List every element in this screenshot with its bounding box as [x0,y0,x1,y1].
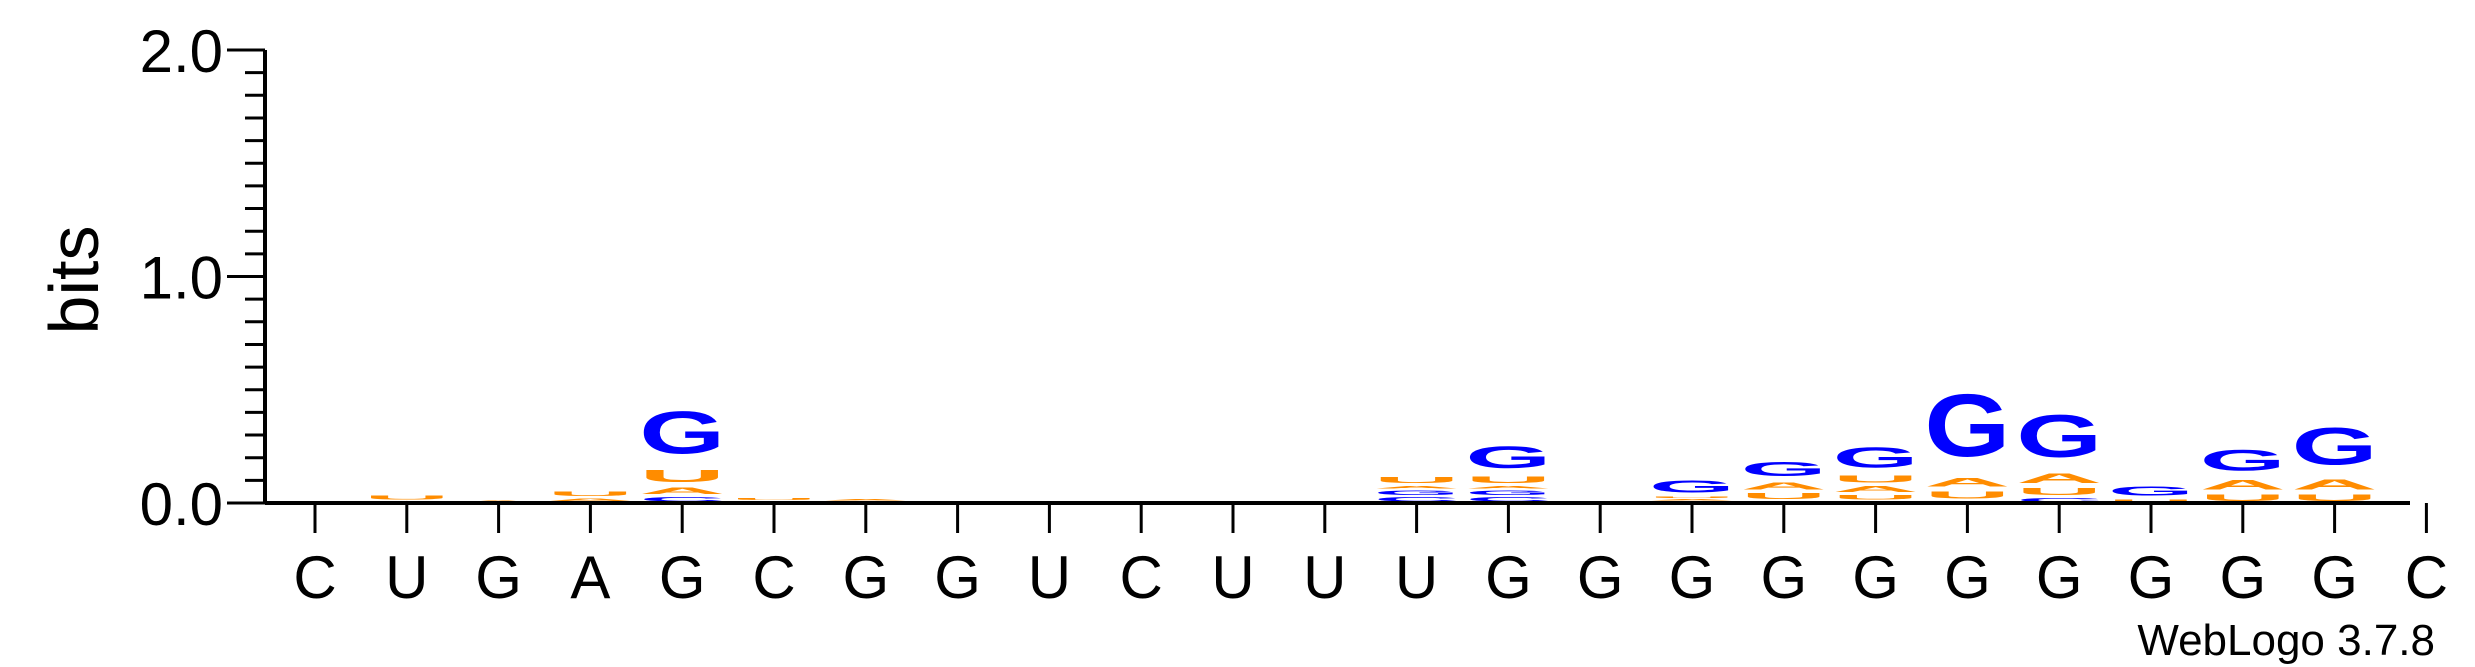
logo-letter-c: C [1465,496,1551,503]
logo-letter-g: G [1465,489,1551,496]
logo-letter-a: A [2200,477,2286,493]
logo-letter-a: A [547,497,633,502]
logo-letter-u: U [1741,492,1827,501]
y-tick-label: 1.0 [140,245,223,312]
x-tick-label: G [1944,544,1991,611]
logo-letter-g: G [2108,484,2194,499]
y-axis: 0.0 1.0 2.0 [140,18,267,538]
logo-letter-g: G [1649,477,1735,496]
x-tick-label: U [1303,544,1346,611]
logo-letter-g: G [1833,442,1919,474]
x-tick-label: C [2405,544,2448,611]
x-tick-label: C [1120,544,1163,611]
letter-stacks: CAUAGAUCAUGAUCAACGAUCGAUGCAUGCUAGCUAUGCU… [364,376,2378,503]
x-tick-label: G [842,544,889,611]
logo-letter-a: A [1465,485,1551,490]
x-tick-label: C [752,544,795,611]
logo-letter-g: G [2292,417,2378,475]
x-tick-label: G [1577,544,1624,611]
logo-letter-a: A [1649,498,1735,500]
logo-letter-u: U [1374,476,1460,485]
logo-letter-g: G [1924,376,2010,475]
x-tick-label: G [2311,544,2358,611]
logo-letter-a: A [2016,470,2102,486]
logo-letter-u: U [639,467,725,486]
logo-letter-g: G [1374,489,1460,496]
y-tick-label: 2.0 [140,18,223,85]
x-tick-label: G [1760,544,1807,611]
y-tick-label: 0.0 [140,471,223,538]
logo-letter-a: A [1924,476,2010,490]
x-tick-label: G [2128,544,2175,611]
logo-letter-a: A [1741,480,1827,491]
logo-letter-a: A [2292,476,2378,493]
x-tick-label: U [1395,544,1438,611]
logo-letter-g: G [639,398,725,466]
logo-letter-u: U [2108,498,2194,503]
logo-letter-u: U [2200,493,2286,503]
x-tick-label: G [1669,544,1716,611]
logo-letter-u: U [364,495,450,501]
x-tick-label: U [385,544,428,611]
x-tick-label: A [570,544,610,611]
logo-letter-a: A [1833,485,1919,494]
logo-letter-u: U [1465,475,1551,485]
logo-letter-a: A [823,498,909,500]
x-tick-label: G [2036,544,2083,611]
logo-letter-g: G [2016,402,2102,470]
logo-letter-c: C [2016,497,2102,503]
logo-letter-u: U [1833,494,1919,501]
logo-letter-c: C [639,496,725,503]
logo-letter-g: G [1741,458,1827,481]
y-axis-label: bits [35,226,113,335]
logo-letter-u: U [1649,496,1735,498]
x-tick-label: U [1211,544,1254,611]
x-tick-label: G [2219,544,2266,611]
x-tick-label: G [659,544,706,611]
weblogo-credit: WebLogo 3.7.8 [2137,616,2435,665]
logo-letter-g: G [1465,440,1551,475]
logo-letter-u: U [547,491,633,498]
x-tick-label: G [934,544,981,611]
logo-letter-u: U [1924,489,2010,500]
logo-letter-g: G [2200,444,2286,477]
logo-letter-u: U [2292,493,2378,503]
logo-letter-a: A [639,486,725,496]
x-tick-label: C [293,544,336,611]
logo-letter-u: U [1833,474,1919,485]
x-tick-label: G [1852,544,1899,611]
logo-letter-u: U [2016,486,2102,497]
logo-letter-a: A [1374,485,1460,490]
logo-letter-u: U [731,497,817,500]
x-tick-label: G [475,544,522,611]
x-tick-label: G [1485,544,1532,611]
logo-letter-c: C [1374,496,1460,503]
x-tick-label: U [1028,544,1071,611]
